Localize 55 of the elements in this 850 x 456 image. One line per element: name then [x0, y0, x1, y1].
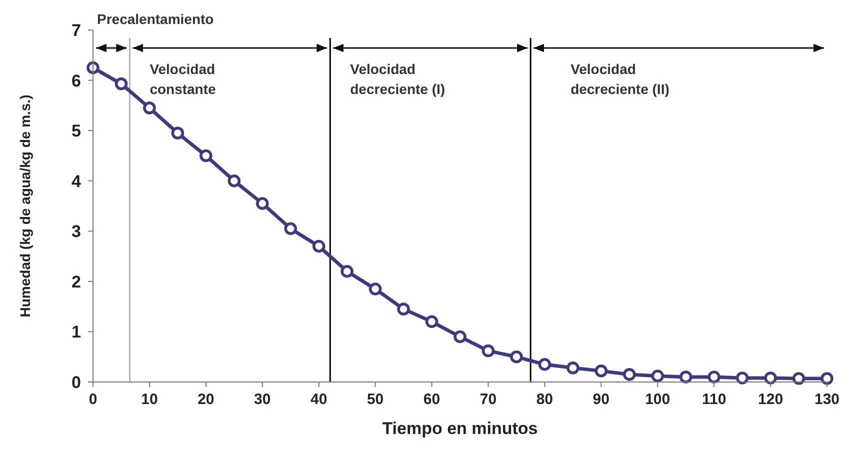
point	[368, 282, 382, 296]
point	[566, 362, 580, 374]
x-tick-label: 120	[758, 391, 784, 408]
point	[114, 77, 128, 90]
point	[143, 102, 156, 114]
y-tick-label: 3	[72, 222, 81, 242]
point	[510, 350, 523, 364]
point	[200, 149, 212, 162]
point	[679, 370, 692, 384]
point	[228, 174, 241, 188]
point	[256, 197, 269, 210]
x-tick-label: 80	[536, 391, 554, 408]
annotation: Velocidad decreciente (I)	[350, 61, 446, 97]
y-tick-label: 1	[72, 322, 81, 342]
text: Precalentamiento	[97, 11, 214, 27]
point	[538, 358, 552, 371]
x-tick-label: 110	[702, 391, 726, 408]
point	[651, 370, 664, 382]
annotation: Velocidad decreciente (II)	[570, 61, 670, 97]
point	[482, 344, 495, 358]
point	[86, 61, 100, 74]
point	[736, 372, 749, 384]
point	[284, 222, 298, 236]
y-tick-label: 0	[72, 373, 81, 392]
x-axis-title: Tiempo en minutos	[382, 419, 538, 438]
x-tick-label: 60	[423, 391, 440, 408]
y-tick-label: 2	[72, 272, 81, 292]
point	[792, 372, 806, 385]
x-tick-label: 40	[310, 391, 328, 408]
point	[708, 370, 720, 384]
point	[454, 330, 466, 344]
point	[594, 364, 608, 378]
point	[764, 372, 777, 384]
y-tick-label: 6	[72, 71, 81, 90]
point	[340, 264, 354, 278]
y-tick-label: 5	[72, 122, 81, 141]
x-tick-label: 0	[88, 391, 98, 408]
y-tick-label: 4	[72, 172, 82, 191]
point	[820, 372, 834, 385]
y-axis-title: Humedad (kg de agua/kg de m.s.)	[17, 94, 33, 318]
x-tick-label: 50	[366, 391, 384, 408]
point	[622, 368, 636, 381]
x-tick-label: 30	[254, 391, 271, 408]
x-tick-label: 100	[645, 391, 670, 408]
point	[397, 302, 410, 316]
x-tick-label: 90	[592, 391, 610, 408]
point	[312, 240, 326, 253]
x-tick-label: 70	[480, 391, 497, 408]
x-tick-label: 130	[814, 391, 840, 408]
point	[425, 315, 438, 328]
y-tick-label: 7	[72, 21, 81, 40]
point	[171, 126, 184, 140]
x-tick-label: 20	[198, 391, 214, 408]
annotation: Velocidad constante	[150, 61, 216, 97]
x-tick-label: 10	[141, 391, 158, 408]
